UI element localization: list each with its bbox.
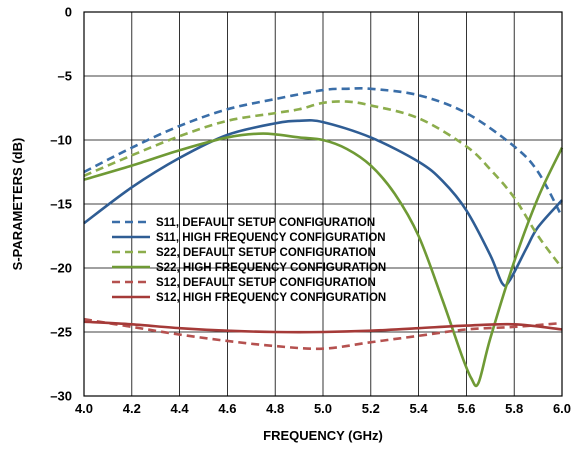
y-axis-title: S-PARAMETERS (dB): [10, 138, 25, 271]
y-tick-label: –15: [50, 197, 72, 212]
legend: S11, DEFAULT SETUP CONFIGURATION S11, HIG…: [112, 217, 386, 304]
x-tick-label: 6.0: [553, 401, 571, 416]
y-tick-label: –5: [58, 69, 72, 84]
x-tick-label: 4.0: [75, 401, 93, 416]
x-tick-label: 4.2: [123, 401, 141, 416]
tick-labels: 4.0 4.2 4.4 4.6 4.8 5.0 5.2 5.4 5.6 5.8 6.0 0 –5 –10 –…: [50, 5, 571, 417]
y-tick-label: 0: [65, 5, 72, 20]
x-tick-label: 5.4: [410, 401, 429, 416]
x-tick-label: 5.6: [457, 401, 475, 416]
legend-label: S22, HIGH FREQUENCY CONFIGURATION: [156, 262, 386, 274]
y-tick-label: –25: [50, 325, 72, 340]
x-tick-label: 4.6: [218, 401, 236, 416]
plot-frame: [83, 11, 563, 397]
legend-label: S11, DEFAULT SETUP CONFIGURATION: [156, 217, 375, 229]
x-tick-label: 5.2: [362, 401, 380, 416]
legend-label: S22, DEFAULT SETUP CONFIGURATION: [156, 247, 376, 259]
x-tick-label: 5.8: [505, 401, 523, 416]
series-line-6: [83, 320, 563, 334]
series-line-1: [83, 86, 564, 218]
series-line-3: [83, 100, 564, 269]
x-tick-label: 5.0: [314, 401, 332, 416]
x-tick-label: 4.4: [171, 401, 190, 416]
legend-label: S12, HIGH FREQUENCY CONFIGURATION: [156, 292, 386, 304]
series-lines: [83, 86, 564, 388]
y-tick-label: –30: [50, 389, 72, 404]
series-line-4: [83, 132, 564, 388]
legend-label: S11, HIGH FREQUENCY CONFIGURATION: [156, 232, 386, 244]
y-tick-label: –10: [50, 133, 72, 148]
x-tick-label: 4.8: [266, 401, 284, 416]
x-axis-title: FREQUENCY (GHz): [263, 428, 383, 443]
series-line-5: [83, 317, 563, 351]
y-tick-label: –20: [50, 261, 72, 276]
legend-label: S12, DEFAULT SETUP CONFIGURATION: [156, 277, 376, 289]
